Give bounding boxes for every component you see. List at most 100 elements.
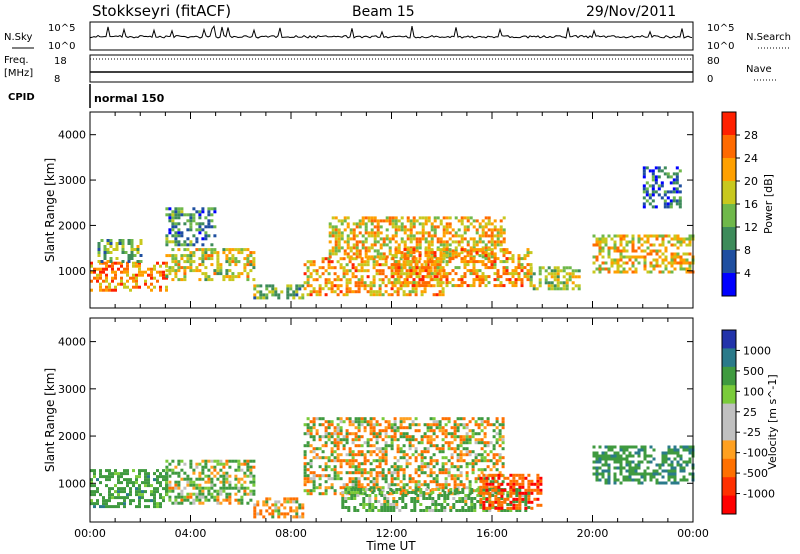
echo-cell	[198, 489, 202, 493]
echo-cell	[364, 225, 368, 229]
echo-cell	[395, 506, 399, 509]
echo-cell	[339, 492, 343, 496]
echo-cell	[361, 246, 365, 250]
nsky-label: N.Sky	[4, 32, 32, 43]
echo-cell	[417, 465, 421, 469]
echo-cell	[441, 471, 445, 475]
echo-cell	[259, 509, 263, 513]
echo-cell	[613, 240, 617, 244]
echo-cell	[404, 494, 408, 497]
echo-cell	[651, 184, 655, 188]
echo-cell	[634, 445, 638, 449]
echo-cell	[138, 264, 141, 268]
echo-cell	[252, 266, 256, 270]
echo-cell	[459, 471, 463, 475]
echo-cell	[430, 257, 434, 261]
echo-cell	[277, 296, 281, 300]
echo-cell	[385, 219, 389, 223]
echo-cell	[222, 462, 226, 466]
echo-cell	[474, 489, 478, 493]
echo-cell	[345, 272, 349, 276]
echo-cell	[421, 216, 425, 220]
echo-cell	[397, 219, 401, 223]
echo-cell	[435, 474, 439, 478]
echo-cell	[372, 263, 376, 267]
echo-cell	[201, 257, 205, 261]
echo-cell	[474, 456, 478, 460]
echo-cell	[663, 199, 667, 203]
echo-cell	[165, 486, 169, 490]
echo-cell	[414, 450, 418, 454]
echo-cell	[330, 447, 334, 451]
echo-cell	[432, 417, 436, 421]
echo-cell	[364, 240, 368, 244]
echo-cell	[470, 506, 474, 509]
echo-cell	[460, 234, 464, 238]
echo-cell	[374, 494, 378, 497]
y-tick-label: 2000	[58, 430, 86, 443]
echo-cell	[417, 474, 421, 478]
echo-cell	[393, 432, 397, 436]
echo-cell	[524, 494, 528, 497]
echo-cell	[331, 228, 335, 232]
echo-cell	[492, 465, 496, 469]
echo-cell	[387, 486, 391, 490]
echo-cell	[392, 497, 396, 500]
echo-cell	[195, 483, 199, 487]
echo-cell	[607, 472, 611, 476]
echo-cell	[601, 469, 605, 473]
echo-cell	[426, 474, 430, 478]
echo-cell	[356, 509, 360, 512]
echo-cell	[298, 503, 302, 507]
echo-cell	[348, 480, 352, 484]
echo-cell	[309, 492, 313, 496]
echo-cell	[159, 484, 162, 488]
echo-cell	[423, 287, 427, 291]
echo-cell	[688, 234, 692, 238]
echo-cell	[253, 293, 257, 297]
echo-cell	[439, 266, 443, 270]
echo-cell	[153, 490, 156, 494]
echo-cell	[672, 190, 676, 194]
echo-cell	[489, 441, 493, 445]
echo-cell	[409, 254, 413, 258]
echo-cell	[126, 493, 129, 497]
echo-cell	[93, 270, 96, 274]
echo-cell	[473, 503, 477, 506]
echo-cell	[174, 498, 178, 502]
echo-cell	[309, 426, 313, 430]
echo-cell	[213, 248, 217, 252]
echo-cell	[378, 462, 382, 466]
echo-cell	[249, 471, 253, 475]
echo-cell	[434, 503, 438, 506]
echo-cell	[429, 284, 433, 288]
echo-cell	[444, 462, 448, 466]
echo-cell	[466, 284, 470, 288]
echo-cell	[480, 468, 484, 472]
echo-cell	[634, 255, 638, 259]
echo-cell	[333, 426, 337, 430]
echo-cell	[108, 493, 111, 497]
echo-cell	[117, 282, 120, 286]
echo-cell	[121, 242, 125, 245]
echo-cell	[628, 460, 632, 464]
echo-cell	[673, 466, 677, 470]
echo-cell	[228, 465, 232, 469]
echo-cell	[378, 435, 382, 439]
echo-cell	[417, 468, 421, 472]
echo-cell	[530, 482, 534, 486]
echo-cell	[237, 251, 241, 255]
echo-cell	[180, 498, 184, 502]
echo-cell	[553, 275, 557, 279]
echo-cell	[271, 509, 275, 513]
echo-cell	[394, 240, 398, 244]
echo-cell	[231, 260, 235, 264]
echo-cell	[432, 477, 436, 481]
echo-cell	[613, 478, 617, 482]
echo-cell	[496, 234, 500, 238]
echo-cell	[127, 242, 131, 245]
echo-cell	[380, 494, 384, 497]
echo-cell	[500, 482, 504, 486]
echo-cell	[454, 246, 458, 250]
echo-cell	[475, 240, 479, 244]
